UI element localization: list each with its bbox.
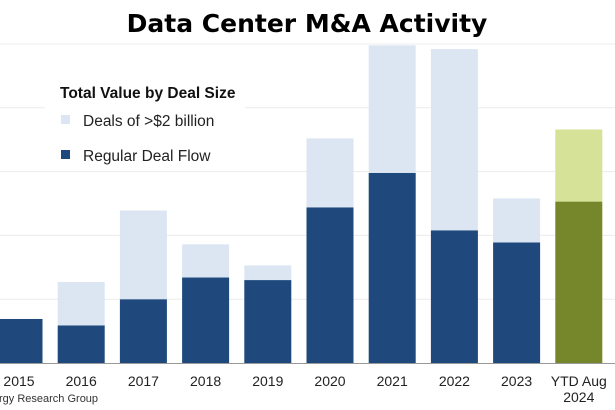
chart-title: Data Center M&A Activity — [127, 9, 488, 38]
bar-large-deals-2022 — [430, 49, 478, 231]
x-tick-label: 2022 — [439, 373, 470, 389]
bar-regular-2018 — [182, 277, 230, 363]
bar-regular-2017 — [119, 299, 167, 363]
bar-large-deals-2023 — [493, 198, 541, 243]
bar-regular-2019 — [244, 280, 292, 363]
legend: Total Value by Deal Size Deals of >$2 bi… — [45, 76, 245, 170]
x-tick-label: 2017 — [128, 373, 159, 389]
legend-swatch-large-deals — [61, 115, 70, 124]
bar-regular-ytd-aug-2024 — [555, 201, 603, 363]
legend-swatch-regular — [61, 150, 70, 159]
bars — [0, 45, 603, 363]
bar-large-deals-2021 — [368, 45, 416, 173]
bar-regular-2021 — [368, 172, 416, 363]
x-tick-label: 2023 — [501, 373, 532, 389]
bar-large-deals-2019 — [244, 265, 292, 281]
x-tick-label: 2021 — [377, 373, 408, 389]
x-tick-label: YTD Aug — [551, 373, 607, 389]
x-tick-label: 2024 — [563, 389, 594, 405]
legend-title: Total Value by Deal Size — [60, 85, 236, 102]
x-tick-label: 2020 — [314, 373, 345, 389]
x-tick-label: 2019 — [252, 373, 283, 389]
bar-large-deals-2020 — [306, 138, 354, 208]
bar-regular-2016 — [57, 325, 105, 363]
x-tick-label: 2015 — [3, 373, 34, 389]
x-tick-label: 2018 — [190, 373, 221, 389]
x-tick-label: 2016 — [66, 373, 97, 389]
legend-label-regular: Regular Deal Flow — [83, 148, 211, 165]
bar-regular-2023 — [493, 242, 541, 363]
bar-large-deals-2017 — [119, 210, 167, 300]
legend-background — [45, 76, 245, 170]
x-tick-labels: 2015 2016 2017 2018 2019 2020 2021 2022 2023 YTD … — [3, 373, 606, 405]
legend-label-large-deals: Deals of >$2 billion — [83, 113, 214, 130]
bar-large-deals-ytd-aug-2024 — [555, 129, 603, 202]
bar-regular-2015 — [0, 318, 43, 363]
bar-regular-2020 — [306, 207, 354, 363]
bar-regular-2022 — [430, 230, 478, 363]
bar-large-deals-2018 — [182, 244, 230, 278]
bar-large-deals-2016 — [57, 281, 105, 326]
source-note: rgy Research Group — [0, 393, 98, 405]
